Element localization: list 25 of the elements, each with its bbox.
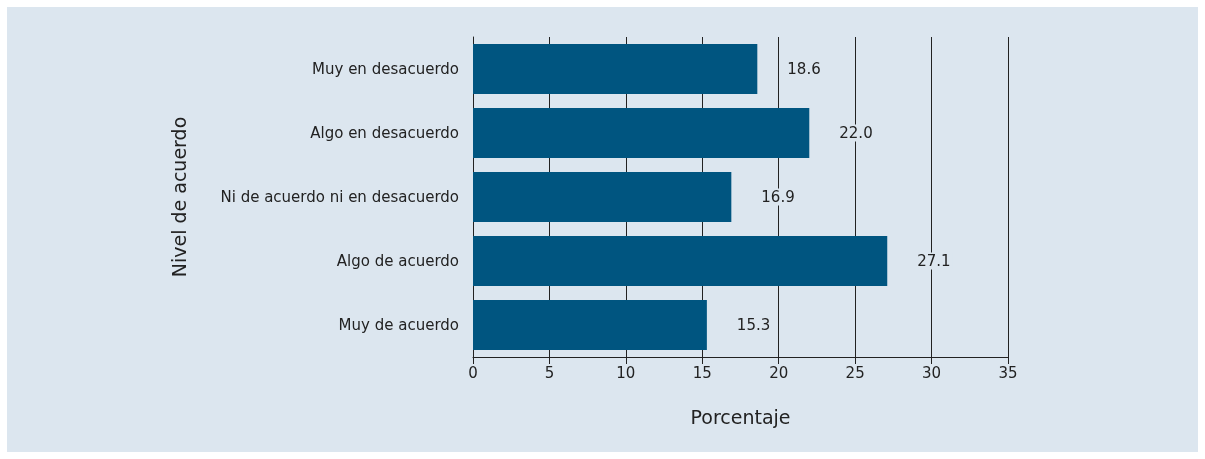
- data-label: 16.9: [761, 188, 795, 206]
- x-tick-label: 30: [922, 363, 942, 382]
- x-tick-label: 0: [468, 363, 478, 382]
- data-label: 22.0: [839, 124, 873, 142]
- x-tick-label: 35: [998, 363, 1018, 382]
- bar: [473, 108, 810, 158]
- data-label: 18.6: [787, 60, 821, 78]
- y-axis-title: Nivel de acuerdo: [167, 116, 190, 278]
- data-label: 27.1: [917, 252, 951, 270]
- bar: [473, 300, 707, 350]
- bar: [473, 44, 758, 94]
- x-tick-label: 5: [544, 363, 555, 382]
- bar: [473, 236, 888, 286]
- x-tick-label: 20: [769, 363, 789, 382]
- y-tick-label: Ni de acuerdo ni en desacuerdo: [220, 188, 459, 206]
- bar: [473, 172, 732, 222]
- y-tick-label: Algo de acuerdo: [336, 252, 459, 270]
- x-tick-label: 15: [692, 363, 712, 382]
- x-tick-label: 25: [845, 363, 865, 382]
- y-tick-label: Muy de acuerdo: [338, 316, 459, 334]
- x-axis-title: Porcentaje: [690, 405, 791, 428]
- y-tick-label: Algo en desacuerdo: [310, 124, 459, 142]
- data-label: 15.3: [736, 316, 771, 334]
- y-tick-label: Muy en desacuerdo: [312, 60, 459, 78]
- x-tick-label: 10: [616, 363, 636, 382]
